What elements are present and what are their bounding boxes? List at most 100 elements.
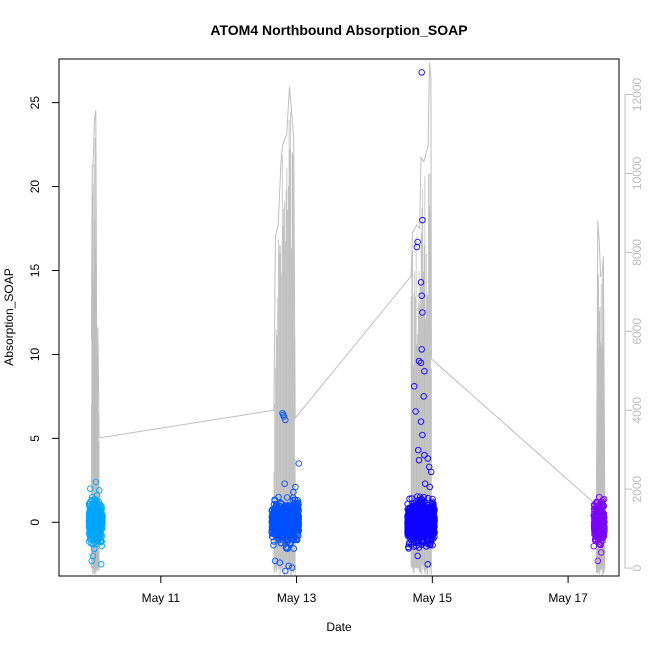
y-tick-label: 0 — [28, 519, 42, 526]
data-point — [285, 509, 292, 516]
data-point — [97, 561, 105, 568]
data-point — [98, 542, 106, 550]
data-point — [593, 530, 600, 537]
data-point — [281, 480, 288, 487]
data-point — [275, 517, 283, 524]
data-point — [94, 527, 102, 534]
data-point — [290, 533, 297, 540]
data-point — [418, 292, 425, 299]
data-point — [419, 508, 426, 515]
data-point — [426, 483, 434, 491]
data-point — [429, 542, 436, 549]
data-point — [597, 549, 605, 556]
data-point — [418, 515, 425, 523]
data-point — [421, 367, 428, 375]
data-point — [416, 506, 423, 514]
data-point — [410, 383, 418, 390]
chart-title: ATOM4 Northbound Absorption_SOAP — [210, 22, 467, 38]
y-tick-label: 20 — [28, 180, 42, 194]
data-point — [408, 520, 415, 528]
data-point — [294, 522, 301, 529]
y2-axis: 0 2000 4000 6000 8000 10000 12000 — [624, 78, 644, 571]
data-point — [415, 357, 423, 365]
data-point — [285, 502, 292, 510]
data-point — [420, 393, 427, 400]
data-point — [95, 513, 102, 521]
data-point — [426, 510, 433, 517]
data-point — [416, 528, 423, 535]
data-point — [89, 519, 97, 526]
data-point — [407, 521, 414, 528]
x-tick-label: May 15 — [413, 591, 453, 605]
data-point — [418, 541, 425, 548]
data-point — [412, 503, 419, 511]
x-tick-label: May 17 — [548, 591, 588, 605]
data-point — [417, 524, 424, 532]
data-point — [277, 527, 285, 534]
y2-tick-label: 2000 — [630, 476, 644, 503]
data-point — [415, 446, 422, 454]
data-point — [430, 502, 437, 510]
data-point — [424, 494, 432, 502]
data-point — [424, 561, 432, 568]
y-axis-label: Absorption_SOAP — [2, 268, 16, 365]
data-point — [417, 529, 425, 536]
data-point — [283, 494, 291, 501]
data-point — [89, 529, 96, 536]
data-point — [418, 69, 425, 76]
data-point — [289, 497, 297, 504]
secondary-line-layer — [91, 62, 606, 576]
y2-tick-label: 0 — [630, 564, 644, 571]
data-point — [285, 512, 292, 519]
y-tick-label: 15 — [28, 264, 42, 278]
x-axis-label: Date — [326, 620, 352, 634]
data-point — [412, 538, 420, 545]
data-point — [419, 216, 426, 224]
data-point — [89, 552, 97, 560]
data-point — [269, 518, 277, 526]
data-point — [91, 545, 98, 552]
data-point — [599, 503, 607, 510]
data-point — [407, 535, 414, 542]
secondary-line — [91, 62, 606, 517]
data-point — [594, 557, 602, 565]
y-tick-label: 10 — [28, 347, 42, 361]
data-point — [295, 460, 303, 467]
data-point — [92, 478, 100, 486]
data-point — [404, 506, 411, 513]
y2-tick-label: 6000 — [630, 318, 644, 345]
data-point — [282, 567, 289, 575]
data-point — [415, 456, 423, 464]
y2-tick-label: 4000 — [630, 397, 644, 424]
data-point — [278, 511, 286, 518]
data-point — [91, 507, 99, 515]
data-point — [598, 522, 606, 530]
data-point — [270, 538, 278, 545]
data-point — [294, 505, 301, 512]
data-point — [275, 493, 282, 501]
y-axis: 0 5 10 15 20 25 — [28, 96, 59, 526]
data-point — [417, 359, 425, 367]
data-point — [271, 508, 279, 515]
data-point — [427, 519, 434, 527]
data-point — [283, 545, 290, 552]
data-point — [289, 508, 296, 516]
data-point — [87, 485, 94, 492]
data-point — [89, 516, 96, 523]
data-point — [595, 493, 603, 501]
data-point — [90, 525, 98, 533]
data-point — [598, 510, 606, 518]
x-tick-label: May 13 — [277, 591, 317, 605]
data-point — [591, 502, 598, 509]
y-tick-label: 5 — [28, 435, 42, 442]
data-point — [95, 501, 102, 508]
data-point — [593, 510, 601, 518]
data-point — [90, 514, 98, 521]
data-point — [406, 538, 413, 546]
data-point — [429, 495, 436, 503]
data-point — [279, 534, 287, 541]
data-point — [427, 468, 435, 476]
data-point — [290, 488, 297, 496]
data-point — [293, 536, 301, 544]
